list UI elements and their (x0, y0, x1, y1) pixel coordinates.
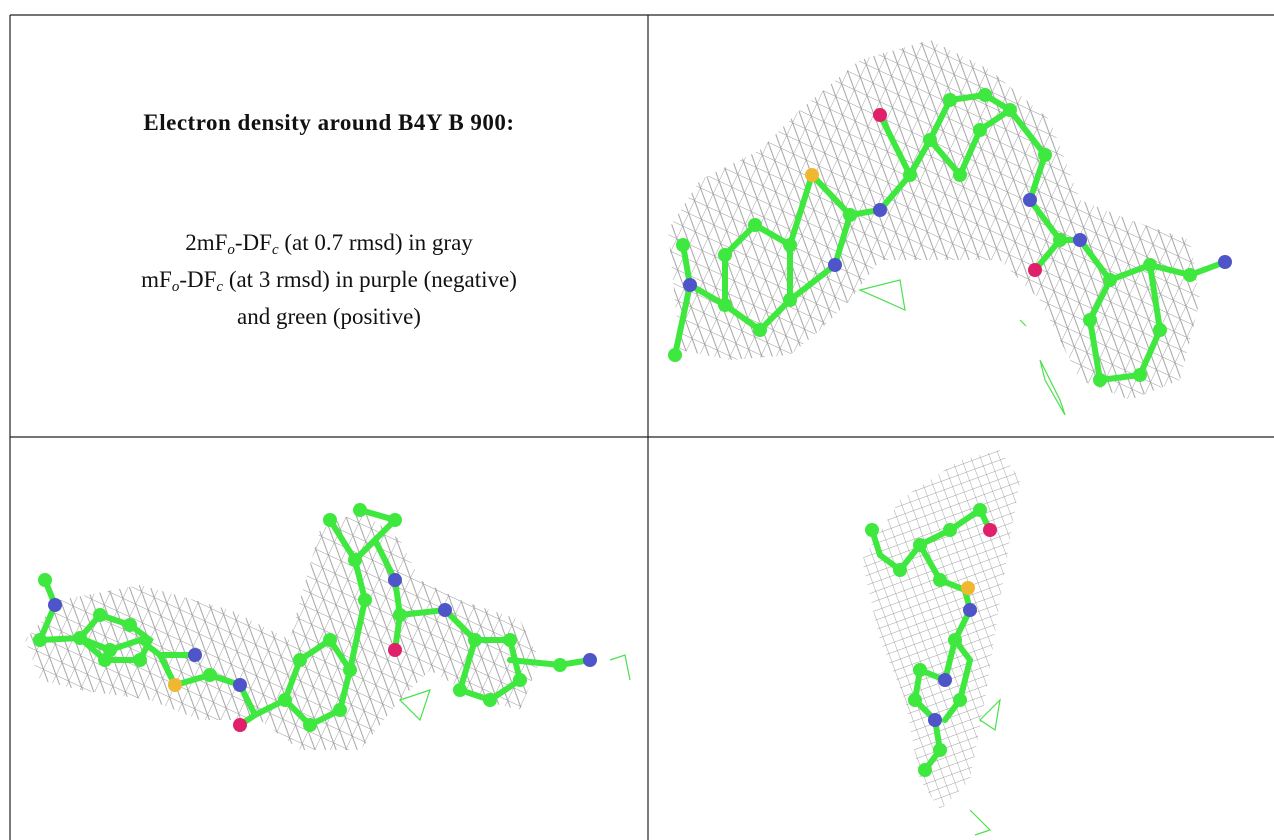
caption-text: -DF (235, 230, 272, 255)
figure: Electron density around B4Y B 900: 2mFo-… (0, 0, 1274, 840)
density-view-2 (25, 503, 630, 750)
caption-text: (at 0.7 rmsd) in gray (279, 230, 473, 255)
caption-line: mFo-DFc (at 3 rmsd) in purple (negative) (12, 261, 646, 298)
subscript: o (227, 242, 235, 258)
caption-line: 2mFo-DFc (at 0.7 rmsd) in gray (12, 224, 646, 261)
caption-text: 2mF (185, 230, 227, 255)
caption-text: (at 3 rmsd) in purple (negative) (223, 267, 517, 292)
density-view-3 (862, 450, 1020, 835)
caption-title: Electron density around B4Y B 900: (12, 110, 646, 136)
caption: Electron density around B4Y B 900: 2mFo-… (12, 16, 646, 436)
caption-text: and green (positive) (237, 304, 421, 329)
density-view-1 (668, 40, 1232, 415)
caption-text: mF (141, 267, 172, 292)
subscript: c (272, 242, 279, 258)
caption-line: and green (positive) (12, 298, 646, 335)
caption-text: -DF (179, 267, 216, 292)
